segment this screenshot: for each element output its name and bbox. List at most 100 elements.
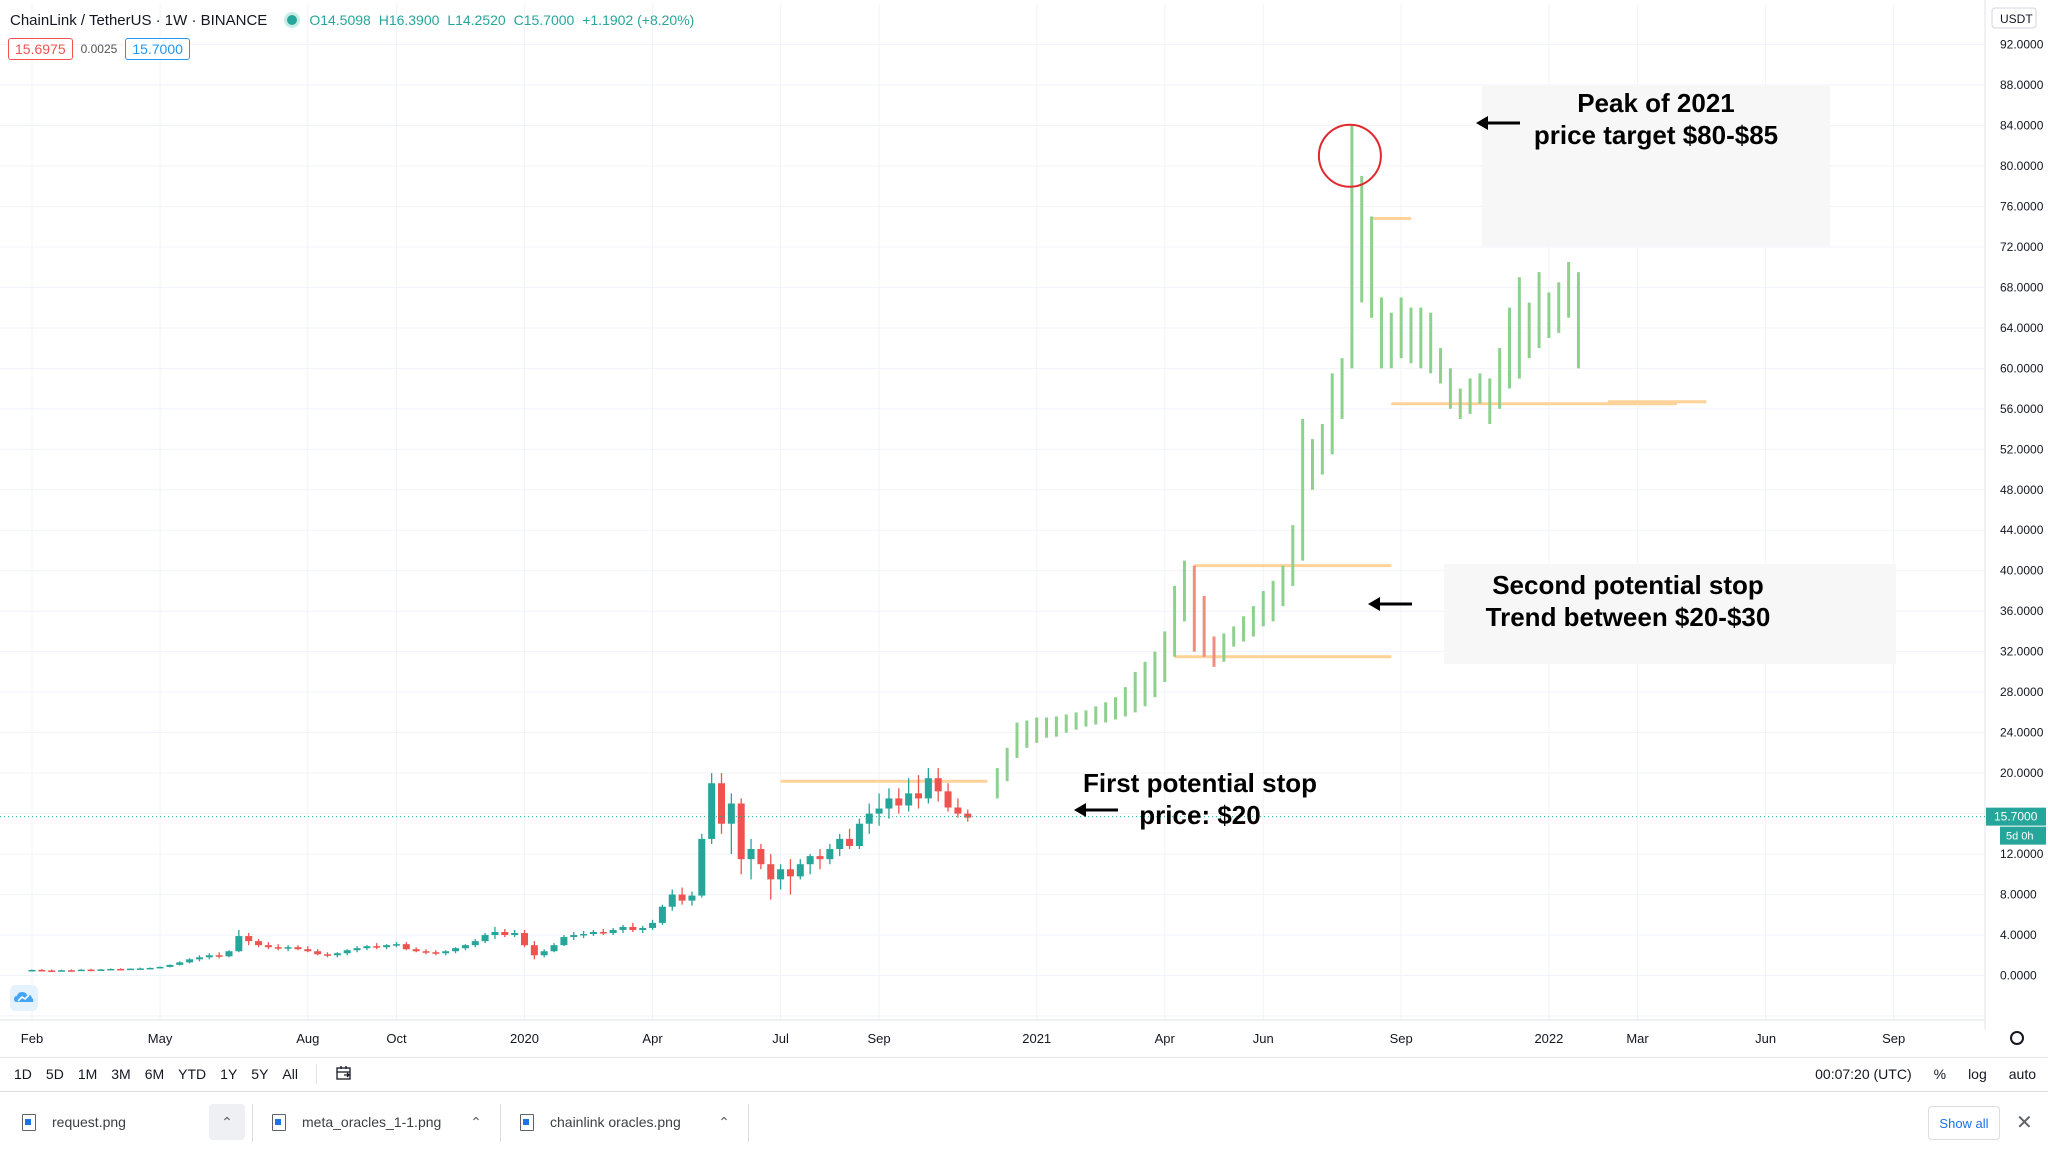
candle-body [146, 967, 154, 970]
y-tick-label: 32.0000 [2000, 645, 2044, 659]
range-1y-button[interactable]: 1Y [220, 1066, 238, 1082]
candle-body [964, 813, 972, 818]
image-file-icon [272, 1113, 286, 1131]
download-filename: request.png [52, 1114, 126, 1130]
log-scale-button[interactable]: log [1968, 1066, 1987, 1082]
range-5y-button[interactable]: 5Y [251, 1066, 269, 1082]
x-tick-label: 2022 [1534, 1031, 1563, 1046]
candle-body [905, 793, 913, 806]
ohlc-high: H16.3900 [378, 12, 440, 28]
candle-body [186, 959, 194, 963]
y-tick-label: 80.0000 [2000, 159, 2044, 173]
utc-clock[interactable]: 00:07:20 (UTC) [1815, 1066, 1912, 1082]
candle-body [530, 945, 538, 956]
chevron-up-icon[interactable]: ⌃ [209, 1104, 245, 1140]
candle-body [58, 970, 66, 972]
market-open-icon [287, 15, 298, 25]
candle-body [324, 954, 331, 956]
candle-body [737, 803, 745, 860]
candle-body [806, 856, 814, 865]
annotation-text: Peak of 2021 [1577, 88, 1735, 118]
candle-body [589, 932, 597, 935]
last-price-label: 15.7000 [1994, 810, 2038, 824]
candle-body [885, 798, 893, 809]
toolbar-right: 00:07:20 (UTC) % log auto [1815, 1058, 2036, 1090]
y-tick-label: 68.0000 [2000, 280, 2044, 294]
range-5d-button[interactable]: 5D [45, 1066, 64, 1082]
ohlc-open: O14.5098 [309, 12, 371, 28]
candle-body [274, 947, 282, 949]
candle-body [639, 927, 647, 930]
x-tick-label: 2020 [510, 1031, 539, 1046]
y-tick-label: 36.0000 [2000, 604, 2044, 618]
range-6m-button[interactable]: 6M [144, 1066, 165, 1082]
buy-price-button[interactable]: 15.7000 [125, 38, 190, 60]
countdown-badge [2000, 826, 2046, 845]
goto-date-icon[interactable] [335, 1065, 353, 1084]
download-item[interactable]: meta_oracles_1-1.png [272, 1102, 441, 1142]
tradingview-cloud-icon[interactable] [10, 985, 38, 1011]
candle-body [333, 953, 341, 956]
x-tick-label: Feb [21, 1031, 43, 1046]
candle-body [432, 952, 440, 954]
candle-body [688, 895, 696, 901]
candle-body [353, 948, 361, 951]
ohlc-change: +1.1902 (+8.20%) [582, 12, 695, 28]
candle-body [658, 906, 666, 923]
range-3m-button[interactable]: 3M [111, 1066, 131, 1082]
chevron-up-icon[interactable]: ⌃ [718, 1113, 730, 1130]
symbol-title[interactable]: ChainLink / TetherUS · 1W · BINANCE [10, 11, 268, 29]
x-tick-label: 2021 [1022, 1031, 1051, 1046]
candle-body [38, 969, 46, 972]
candle-body [649, 922, 657, 928]
y-tick-label: 28.0000 [2000, 685, 2044, 699]
candle-body [136, 968, 144, 970]
candle-body [550, 945, 558, 952]
annotation-text: First potential stop [1083, 768, 1317, 798]
y-tick-label: 40.0000 [2000, 564, 2044, 578]
candle-body [412, 949, 420, 952]
spread-value: 0.0025 [80, 42, 118, 56]
candle-body [708, 783, 716, 839]
x-tick-label: Sep [1882, 1031, 1905, 1046]
close-icon[interactable]: ✕ [2016, 1112, 2033, 1134]
candle-body [235, 936, 243, 952]
range-all-button[interactable]: All [282, 1066, 298, 1082]
symbol-legend: ChainLink / TetherUS · 1W · BINANCE O14.… [10, 8, 698, 32]
download-item[interactable]: request.png [22, 1102, 126, 1142]
candle-body [117, 968, 125, 971]
y-tick-label: 0.0000 [2000, 969, 2037, 983]
candle-body [48, 970, 56, 972]
annotation-arrowhead [1368, 597, 1380, 611]
y-tick-label: 56.0000 [2000, 402, 2044, 416]
auto-scale-button[interactable]: auto [2008, 1066, 2036, 1082]
candle-body [786, 869, 794, 877]
chevron-up-icon[interactable]: ⌃ [470, 1113, 482, 1130]
last-price-badge [1986, 807, 2046, 826]
sell-price-button[interactable]: 15.6975 [8, 38, 73, 60]
download-shelf: request.png ⌃ meta_oracles_1-1.png ⌃ cha… [0, 1091, 2048, 1154]
candle-body [846, 838, 854, 846]
gear-icon[interactable] [2010, 1031, 2024, 1045]
annotation-panel [1482, 86, 1830, 246]
price-chart[interactable]: 92.0000 88.0000 84.0000 80.0000 76.0000 72.00… [0, 0, 2048, 1060]
candle-body [28, 969, 36, 972]
candle-body [767, 864, 775, 880]
candle-body [491, 932, 499, 936]
show-all-button[interactable]: Show all [1928, 1106, 2000, 1140]
y-tick-label: 84.0000 [2000, 118, 2044, 132]
range-ytd-button[interactable]: YTD [178, 1066, 207, 1082]
percent-scale-button[interactable]: % [1933, 1066, 1947, 1082]
annotation-text: Trend between $20-$30 [1486, 602, 1771, 632]
range-1d-button[interactable]: 1D [14, 1066, 32, 1082]
candle-body [875, 808, 883, 814]
candle-body [255, 941, 263, 946]
download-item[interactable]: chainlink oracles.png [520, 1102, 681, 1142]
candle-body [304, 949, 312, 952]
candle-body [176, 962, 184, 965]
x-tick-label: May [148, 1031, 173, 1046]
candle-body [619, 926, 627, 930]
chart-area[interactable]: 92.0000 88.0000 84.0000 80.0000 76.0000 72.00… [0, 0, 2048, 1060]
candle-body [294, 947, 302, 950]
range-1m-button[interactable]: 1M [77, 1066, 98, 1082]
